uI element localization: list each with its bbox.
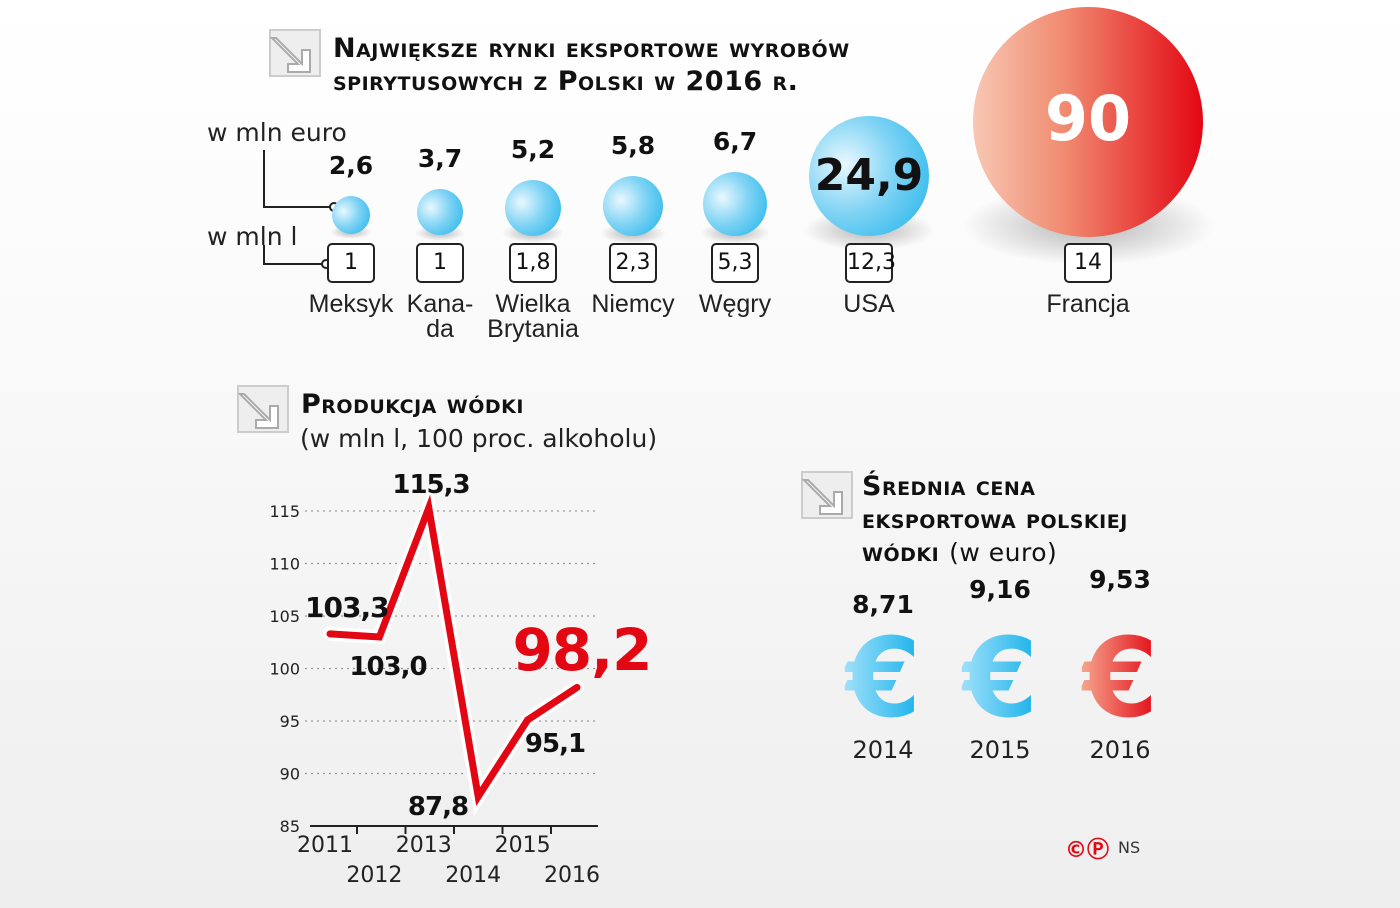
section1-title: Największe rynki eksportowe wyrobów spir…: [333, 32, 850, 98]
value-bubble: [505, 180, 561, 236]
value-bubble: [809, 116, 929, 236]
y-tick-label: 90: [280, 765, 300, 784]
title-line: wódki: [862, 537, 940, 568]
section2-title: Produkcja wódki: [301, 389, 524, 420]
price-value: 8,71: [852, 590, 914, 619]
data-label: 103,3: [305, 591, 389, 624]
title-line: Średnia cena: [862, 471, 1036, 502]
y-tick-label: 85: [280, 817, 300, 836]
y-tick-label: 115: [269, 502, 300, 521]
value-bubble: [417, 189, 463, 235]
section3-title: Średnia cena eksportowa polskiej wódki (…: [862, 470, 1128, 569]
copyright-icon: ©: [1065, 838, 1087, 863]
country-label: Francja: [1046, 290, 1130, 318]
data-label: 98,2: [512, 616, 651, 684]
vodka-production-chart: 85 90 95 100 105 110 115 2011 2012 2013 2014 2015 20…: [269, 470, 652, 888]
arrow-icon: [801, 471, 853, 519]
price-year: 2014: [852, 736, 914, 764]
unit-value-label: w mln euro: [207, 118, 347, 147]
value-bubble: [603, 176, 663, 236]
price-value: 9,53: [1089, 565, 1151, 594]
data-label: 95,1: [525, 729, 585, 759]
volume-box: 12,3: [845, 243, 896, 283]
export-value: 5,2: [510, 135, 556, 164]
euro-icon: €: [844, 614, 922, 742]
y-tick-label: 105: [269, 607, 300, 626]
y-tick-label: 95: [280, 712, 300, 731]
volume-box: 1: [416, 243, 464, 283]
country-label: Meksyk: [308, 290, 394, 318]
title-line: spirytusowych z Polski w 2016 r.: [333, 66, 799, 97]
export-value: 24,9: [814, 150, 924, 201]
country-label: Niemcy: [591, 290, 675, 318]
unit-volume-label: w mln l: [207, 222, 298, 251]
export-value: 3,7: [417, 144, 463, 173]
x-tick-label: 2015: [495, 833, 551, 858]
volume-box: 2,3: [609, 243, 657, 283]
p-icon: Ⓟ: [1087, 838, 1110, 863]
euro-icon: €: [1081, 614, 1159, 742]
volume-box: 1: [327, 243, 375, 283]
x-tick-label: 2013: [396, 833, 452, 858]
arrow-icon: [237, 385, 289, 433]
series-line: [326, 494, 581, 807]
credit: NS: [1118, 838, 1141, 857]
price-year: 2016: [1089, 736, 1151, 764]
export-value: 90: [1044, 82, 1132, 155]
x-tick-label: 2016: [544, 863, 600, 888]
value-bubble: [332, 196, 370, 234]
x-tick-label: 2011: [297, 833, 353, 858]
data-label: 115,3: [392, 470, 469, 500]
section2-subtitle: (w mln l, 100 proc. alkoholu): [300, 424, 658, 453]
title-unit: (w euro): [949, 538, 1058, 567]
country-label: Wielka Brytania: [487, 290, 579, 343]
export-value: 5,8: [610, 131, 656, 160]
volume-box: 1,8: [509, 243, 557, 283]
title-line: eksportowa polskiej: [862, 504, 1128, 535]
euro-icon: €: [961, 614, 1039, 742]
arrow-icon: [269, 29, 321, 77]
country-label: USA: [843, 290, 895, 318]
x-tick-label: 2014: [445, 863, 501, 888]
x-tick-label: 2012: [346, 863, 402, 888]
copyright-icons: ©Ⓟ: [1065, 832, 1109, 864]
volume-box: 14: [1064, 243, 1112, 283]
title-line: Największe rynki eksportowe wyrobów: [333, 33, 850, 64]
country-label: Węgry: [698, 290, 772, 318]
export-value: 2,6: [328, 151, 374, 180]
y-tick-label: 110: [269, 555, 300, 574]
value-bubble: [973, 7, 1203, 237]
price-year: 2015: [969, 736, 1031, 764]
value-bubble: [703, 172, 767, 236]
export-value: 6,7: [712, 127, 758, 156]
y-tick-label: 100: [269, 660, 300, 679]
volume-box: 5,3: [711, 243, 759, 283]
data-label: 103,0: [349, 652, 426, 682]
data-label: 87,8: [408, 792, 468, 822]
price-value: 9,16: [969, 575, 1031, 604]
country-label: Kana- da: [406, 290, 474, 343]
